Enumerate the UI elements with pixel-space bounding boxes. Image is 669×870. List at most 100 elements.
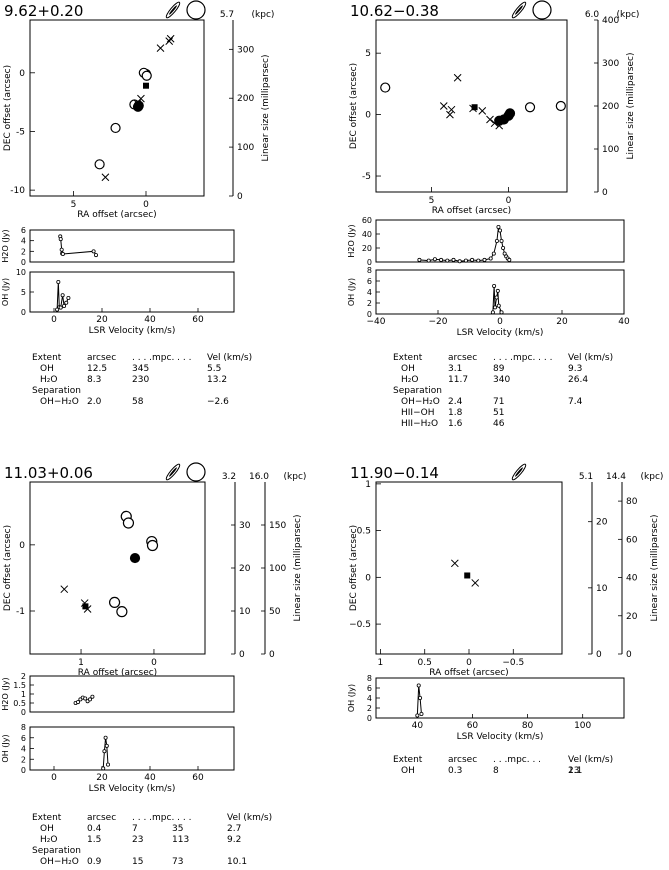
panel4-map-xtick-label: 0 <box>466 658 472 668</box>
panel1-h2o-frame <box>29 229 235 263</box>
panel3-table-cell: Separation <box>32 846 81 856</box>
panel2-h2o-point <box>491 251 496 256</box>
panel1-continuum-marker <box>143 82 149 89</box>
panel1-table-cell: arcsec <box>87 353 116 363</box>
panel1-linear-tick-label: 200 <box>237 94 254 104</box>
panel2-table-cell: . . . .mpc. . . . <box>493 353 552 363</box>
panel1-h2o-maser-marker <box>166 34 175 43</box>
panel2-oh-ylabel: OH (Jy) <box>347 278 356 306</box>
panel4-oh-ytick-label: 0 <box>367 714 372 723</box>
panel3-h2o-ytick-label: 1.5 <box>13 681 26 690</box>
panel1-table-cell: 2.0 <box>87 397 102 407</box>
panel3-map-xtick-label: 0 <box>151 658 157 668</box>
panel2-h2o-maser-marker <box>446 110 454 119</box>
panel3-linear-tick-label: 0 <box>269 650 275 660</box>
panel2-table-cell: 26.4 <box>568 375 588 385</box>
panel3-filled-maser-marker <box>129 552 141 564</box>
panel2-oh-point <box>496 303 501 308</box>
panel3-table-cell: 1.5 <box>87 835 101 845</box>
panel2-map-ytick-label: 0 <box>365 111 371 121</box>
panel3-map-ytick-label: -1 <box>16 607 25 617</box>
panel1-table-cell: . . . .mpc. . . . <box>132 353 191 363</box>
panel3-beam-core <box>169 467 177 477</box>
panel2-h2o-ytick-label: 40 <box>362 230 372 239</box>
panel4-title: 11.90−0.14 <box>350 464 439 482</box>
panel4-map-xtick-label: −0.5 <box>502 658 524 668</box>
panel2-h2o-point <box>488 256 493 261</box>
panel4-table-cell: 23 <box>568 766 579 776</box>
panel3-table-cell: arcsec <box>87 813 116 823</box>
panel1-table-cell: 230 <box>132 375 149 385</box>
panel2-table-cell: 11.7 <box>448 375 468 385</box>
panel2-oh-ytick-label: 0 <box>367 310 372 319</box>
panel4-oh-ytick-label: 8 <box>367 674 372 683</box>
panel3-h2o-maser-marker <box>60 585 69 594</box>
panel3-oh-ytick-label: 4 <box>21 745 26 754</box>
panel2-h2o-maser-marker <box>439 102 448 110</box>
panel3-h2o-point <box>83 696 88 701</box>
panel2-h2o-ytick-label: 60 <box>362 216 372 225</box>
panel2-table-cell: 1.6 <box>448 419 463 429</box>
panel2-h2o-maser-marker <box>447 105 456 114</box>
panel2-table-cell: 340 <box>493 375 510 385</box>
panel2-oh-ytick-label: 4 <box>367 288 372 297</box>
panel2-h2o-point <box>463 258 468 263</box>
panel1-linear-label: Linear size (milliparsec) <box>261 54 271 161</box>
panel4-continuum-marker <box>464 572 471 579</box>
panel2-beam-circle <box>532 0 552 20</box>
panel2-map-xtick-label: 0 <box>506 196 512 206</box>
panel1-oh-maser-marker <box>110 122 121 134</box>
panel2-table-cell: 3.1 <box>448 364 462 374</box>
panel1-oh-xtick-label: 60 <box>192 315 204 325</box>
panel3-oh-ytick-label: 6 <box>21 734 26 743</box>
panel3-linear-label: Linear size (milliparsec) <box>293 514 303 621</box>
panel1-map-ytick-label: -5 <box>16 127 25 137</box>
panel3-table-cell: 0.4 <box>87 824 102 834</box>
panel3-h2o-frame <box>29 675 235 713</box>
panel4-table-cell: 0.3 <box>448 766 462 776</box>
panel1-h2o-point <box>58 237 63 242</box>
panel3-oh-maser-marker <box>146 539 159 552</box>
panel1-table-cell: 58 <box>132 397 144 407</box>
panel1-oh-point <box>58 305 63 310</box>
panel3-oh-xlabel: LSR Velocity (km/s) <box>89 784 176 794</box>
panel4-linear-tick-label: 10 <box>596 584 608 594</box>
panel3-oh-point <box>101 766 106 771</box>
panel4-h2o-maser-marker <box>471 579 480 587</box>
panel1-oh-point <box>62 303 67 308</box>
panel1-oh-maser-marker <box>141 70 152 81</box>
panel2-linear-tick-label: 100 <box>602 145 619 155</box>
panel2-table-cell: Extent <box>393 353 423 363</box>
panel2-map-xlabel: RA offset (arcsec) <box>432 206 511 216</box>
panel3-table-cell: 2.7 <box>227 824 241 834</box>
panel4-oh-point <box>419 712 424 717</box>
panel2-table-cell: Vel (km/s) <box>568 353 613 363</box>
panel1-oh-xtick-label: 40 <box>144 315 156 325</box>
panel2-h2o-point <box>507 257 512 262</box>
panel3-table-cell: OH−H₂O <box>40 857 79 867</box>
panel4-oh-xtick-label: 40 <box>412 721 424 731</box>
panel2-h2o-ytick-label: 0 <box>367 258 372 267</box>
panel2-map-frame <box>375 19 568 193</box>
panel3-oh-xtick-label: 60 <box>192 773 204 783</box>
panel4-linear-tick-label: 0 <box>596 650 602 660</box>
panel1-table-cell: OH−H₂O <box>40 397 79 407</box>
panel2-h2o-point <box>445 258 450 263</box>
panel4-linear-tick-label: 20 <box>596 518 608 528</box>
panel1-table-cell: Separation <box>32 386 81 396</box>
panel1-map-frame <box>29 19 205 197</box>
panel4-map-frame <box>375 481 563 655</box>
panel3-table-cell: OH <box>40 824 54 834</box>
panel2-h2o-ylabel: H2O (Jy) <box>347 224 356 257</box>
panel1-table-cell: H₂O <box>40 375 57 385</box>
panel4-oh-xtick-label: 100 <box>574 721 591 731</box>
panel1-h2o-line <box>59 236 97 256</box>
panel3-h2o-ytick-label: 0.5 <box>13 699 26 708</box>
panel1-h2o-maser-marker <box>137 94 145 103</box>
panel4-map-xlabel: RA offset (arcsec) <box>429 668 508 678</box>
panel2-h2o-point <box>439 257 444 262</box>
panel4-oh-point <box>416 683 421 688</box>
panel3-oh-frame <box>29 726 235 771</box>
panel2-h2o-maser-marker <box>495 121 504 130</box>
panel1-beam-circle <box>186 0 206 20</box>
